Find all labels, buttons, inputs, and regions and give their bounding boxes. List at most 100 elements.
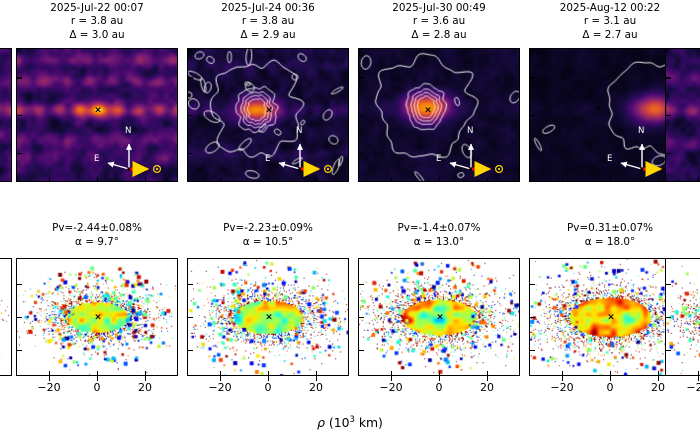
compass-north-label: N [638,126,645,136]
y-tick-mark [17,152,22,154]
y-tick-mark [17,115,22,117]
polarization-image-5 [666,259,700,375]
polarization-panel-3[interactable]: × [358,258,520,376]
intensity-image-5 [666,49,700,181]
x-tick-mark [219,371,222,376]
column-sublabel-2: Pᴠ=-2.23±0.09% α = 10.5° [187,222,349,249]
x-tick-label: 0 [606,381,614,394]
y-tick-mark [17,350,22,352]
x-tick-mark-outer [487,376,489,381]
x-tick-mark [487,371,489,376]
nucleus-marker: × [265,105,273,116]
x-tick-mark-outer [439,376,441,381]
intensity-image-2 [188,49,348,181]
phase-angle: α = 18.0° [584,235,636,248]
y-tick-mark [666,152,671,154]
compass-east-label: E [94,154,100,164]
column-header-5: 2025- r Δ [665,2,700,42]
geocentric-distance: Δ = 2.9 au [240,28,296,41]
x-tick-label: −20 [208,381,232,394]
column-sublabel-4: Pᴠ=0.31±0.07% α = 18.0° [529,222,691,249]
intensity-image-0 [0,49,11,181]
nucleus-marker: × [607,312,615,323]
intensity-panel-1[interactable]: × [16,48,178,182]
polarization-panel-1[interactable]: × [16,258,178,376]
y-tick-mark [666,350,671,352]
x-tick-mark [697,371,700,376]
observation-date: 2025-Jul-24 00:36 [221,2,315,14]
x-axis-unit-prefix: (10 [324,415,350,431]
x-tick-label: 20 [480,381,494,394]
x-tick-mark [97,177,99,182]
phase-angle: α = 13.0° [413,235,465,248]
x-tick-mark-outer [658,376,660,381]
x-tick-mark [658,177,660,182]
y-tick-mark [188,350,193,352]
geocentric-distance: Δ = 2.8 au [411,28,467,41]
intensity-panel-3[interactable]: × [358,48,520,182]
x-tick-mark [316,177,318,182]
x-tick-mark [658,371,660,376]
x-tick-mark [439,371,441,376]
x-tick-mark [268,177,270,182]
polarization-image-4 [530,259,690,375]
y-tick-mark [359,350,364,352]
polarization-value: Pᴠ=-2.23±0.09% [223,222,313,234]
x-tick-mark [610,371,612,376]
polarization-value: Pᴠ=-2.44±0.08% [52,222,142,234]
x-tick-label: 20 [309,381,323,394]
polarization-image-3 [359,259,519,375]
polarization-panel-2[interactable]: × [187,258,349,376]
polarization-panel-5[interactable] [665,258,700,376]
polarization-panel-0[interactable] [0,258,12,376]
x-tick-mark [48,371,51,376]
observation-date: 2025-Aug-12 00:22 [559,2,661,14]
intensity-image-3 [359,49,519,181]
figure-column-0 [0,0,12,441]
heliocentric-distance: r = 3.6 au [412,15,466,28]
x-axis-unit-exponent: 3 [349,414,355,424]
x-tick-mark-outer [268,376,270,381]
x-axis-symbol: ρ [317,415,325,431]
geocentric-distance: Δ = 2.7 au [582,28,638,41]
y-tick-mark [188,317,193,319]
polarization-panel-4[interactable]: × [529,258,691,376]
figure-column-1: 2025-Jul-22 00:07 r = 3.8 au Δ = 3.0 au … [16,0,178,441]
y-tick-mark [530,152,535,154]
x-tick-label: −20 [37,381,61,394]
x-tick-mark [390,371,393,376]
intensity-image-4 [530,49,690,181]
intensity-panel-0[interactable] [0,48,12,182]
nucleus-marker: × [94,105,102,116]
compass-rose-3: N E [436,127,515,178]
compass-north-label: N [296,126,303,136]
x-tick-mark-outer [610,376,612,381]
y-tick-mark [17,283,22,286]
x-tick-label: 0 [93,381,101,394]
x-tick-mark-outer [48,376,51,381]
y-tick-mark [17,317,22,319]
phase-angle: α = 9.7° [75,235,119,248]
x-tick-label: −20 [686,381,700,394]
nucleus-marker: × [265,312,273,323]
y-tick-mark [666,283,671,286]
x-tick-label: 0 [435,381,443,394]
intensity-panel-2[interactable]: × [187,48,349,182]
observation-date: 2025- [665,2,700,15]
x-tick-mark [268,371,270,376]
y-tick-mark [359,283,364,286]
x-tick-mark [697,177,700,182]
compass-east-label: E [265,154,271,164]
nucleus-marker: × [94,312,102,323]
y-tick-mark [666,115,671,117]
x-tick-mark-outer [316,376,318,381]
geocentric-distance: Δ [665,29,700,42]
x-tick-mark [561,177,564,182]
intensity-panel-5[interactable] [665,48,700,182]
x-tick-mark [97,371,99,376]
x-tick-mark [48,177,51,182]
column-sublabel-1: Pᴠ=-2.44±0.08% α = 9.7° [16,222,178,249]
intensity-panel-4[interactable]: × [529,48,691,182]
y-tick-mark [359,77,364,79]
